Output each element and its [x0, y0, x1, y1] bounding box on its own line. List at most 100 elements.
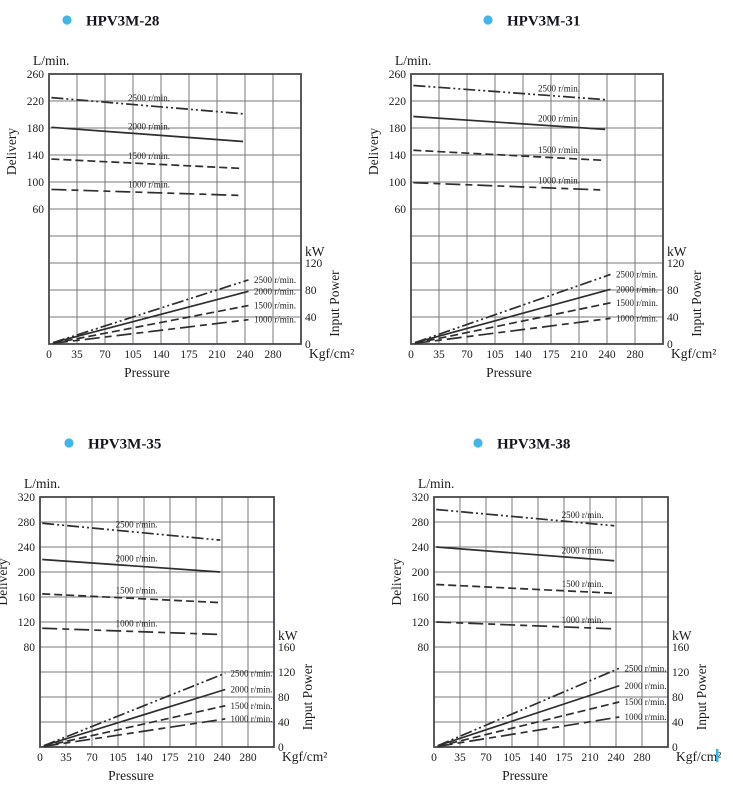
- pressure-tick-label: 210: [208, 349, 226, 361]
- power-curve: [52, 304, 249, 345]
- power-curve: [437, 667, 620, 747]
- text-cursor-artifact: [716, 749, 719, 762]
- delivery-tick-label: 240: [412, 542, 430, 554]
- pressure-tick-label: 140: [514, 349, 532, 361]
- performance-chart: HPV3M-28 L/min.260 220 180 140 100 60 Delivery k…: [4, 14, 354, 381]
- chart-title: HPV3M-38: [497, 437, 570, 453]
- pressure-tick-label: 35: [454, 752, 466, 764]
- delivery-tick-label: 240: [18, 542, 36, 554]
- power-tick-label: 80: [667, 285, 679, 297]
- power-curve-label: 1500 r/min.: [625, 697, 667, 707]
- delivery-tick-label: 220: [389, 96, 407, 108]
- delivery-curve: [51, 96, 244, 115]
- power-curve-label: 2000 r/min.: [254, 286, 296, 296]
- power-curve: [52, 279, 249, 344]
- power-curve-label: 2500 r/min.: [254, 275, 296, 285]
- delivery-axis-label: Delivery: [366, 128, 381, 175]
- power-tick-label: 0: [672, 742, 678, 754]
- pressure-tick-label: 140: [135, 752, 153, 764]
- pressure-tick-label: 0: [46, 349, 52, 361]
- pressure-tick-label: 0: [408, 349, 414, 361]
- power-curve-label: 1000 r/min.: [616, 313, 658, 323]
- delivery-tick-label: 180: [27, 123, 45, 135]
- delivery-tick-label: 320: [18, 492, 36, 504]
- plot-border: [410, 73, 664, 345]
- pressure-tick-label: 70: [99, 349, 111, 361]
- delivery-curve-label: 1000 r/min.: [116, 619, 158, 629]
- plot-border: [48, 73, 302, 345]
- pressure-tick-label: 35: [60, 752, 72, 764]
- delivery-curve-label: 1000 r/min.: [562, 615, 604, 625]
- pressure-tick-label: 175: [161, 752, 179, 764]
- pressure-tick-label: 0: [431, 752, 437, 764]
- delivery-curve: [42, 522, 221, 541]
- pressure-tick-label: 240: [236, 349, 254, 361]
- delivery-curve: [436, 583, 615, 595]
- delivery-curve: [51, 188, 244, 197]
- delivery-curve-label: 2000 r/min.: [562, 546, 604, 556]
- power-curve-label: 2500 r/min.: [625, 663, 667, 673]
- pressure-tick-label: 140: [529, 752, 547, 764]
- pressure-tick-label: 70: [86, 752, 98, 764]
- grid: [433, 496, 669, 748]
- power-curve-label: 1500 r/min.: [254, 301, 296, 311]
- delivery-curve: [51, 126, 244, 143]
- power-unit-label: kW: [305, 244, 325, 259]
- pressure-unit-label: Kgf/cm²: [309, 346, 354, 361]
- power-axis-label: Input Power: [300, 663, 315, 730]
- plot-border: [433, 496, 669, 748]
- power-tick-label: 120: [278, 667, 296, 679]
- pressure-tick-label: 280: [633, 752, 651, 764]
- power-tick-label: 80: [305, 285, 317, 297]
- delivery-curve-label: 1500 r/min.: [562, 579, 604, 589]
- pressure-tick-label: 240: [598, 349, 616, 361]
- power-tick-label: 40: [305, 312, 317, 324]
- pressure-tick-label: 35: [433, 349, 445, 361]
- pressure-tick-label: 280: [626, 349, 644, 361]
- performance-chart: HPV3M-38 L/min.320 280 240 200 160 120 80 Delive…: [389, 437, 721, 784]
- pressure-tick-label: 105: [124, 349, 142, 361]
- delivery-tick-label: 80: [418, 642, 430, 654]
- delivery-curve-label: 1000 r/min.: [128, 180, 170, 190]
- delivery-tick-label: 120: [18, 617, 36, 629]
- delivery-curve-label: 1500 r/min.: [128, 151, 170, 161]
- delivery-tick-label: 200: [18, 567, 36, 579]
- chart-block-hpv3m-31: HPV3M-31 L/min. 260 220 180 140 100 60 Delivery k…: [366, 0, 733, 397]
- delivery-tick-label: 60: [33, 204, 45, 216]
- power-curve-label: 1500 r/min.: [231, 701, 273, 711]
- delivery-tick-label: 100: [27, 177, 45, 189]
- delivery-curve-label: 1000 r/min.: [538, 175, 580, 185]
- pressure-unit-label: Kgf/cm²: [282, 749, 327, 764]
- pressure-tick-label: 105: [503, 752, 521, 764]
- delivery-axis-label: Delivery: [4, 128, 19, 175]
- power-curve: [437, 684, 620, 747]
- delivery-curve: [413, 115, 606, 131]
- pressure-tick-label: 70: [461, 349, 473, 361]
- power-curve: [414, 273, 611, 344]
- power-tick-label: 80: [672, 692, 684, 704]
- pressure-axis-label: Pressure: [486, 365, 532, 380]
- delivery-tick-label: 160: [18, 592, 36, 604]
- delivery-curve: [51, 158, 244, 170]
- pressure-tick-label: 240: [213, 752, 231, 764]
- power-curve-label: 2000 r/min.: [231, 685, 273, 695]
- delivery-tick-label: 280: [18, 517, 36, 529]
- power-curve: [43, 672, 226, 747]
- power-tick-label: 120: [305, 258, 323, 270]
- pressure-tick-label: 175: [555, 752, 573, 764]
- power-curve-label: 2500 r/min.: [231, 668, 273, 678]
- power-curve-label: 2000 r/min.: [616, 284, 658, 294]
- title-bullet-icon: [473, 438, 483, 448]
- pressure-tick-label: 210: [581, 752, 599, 764]
- delivery-unit-label: L/min.: [395, 53, 431, 68]
- power-unit-label: kW: [278, 628, 298, 643]
- delivery-tick-label: 260: [27, 69, 45, 81]
- pressure-tick-label: 105: [486, 349, 504, 361]
- performance-chart: HPV3M-31 L/min.260 220 180 140 100 60 Delivery k…: [366, 14, 716, 381]
- delivery-unit-label: L/min.: [24, 476, 60, 491]
- pressure-tick-label: 240: [607, 752, 625, 764]
- delivery-tick-label: 220: [27, 96, 45, 108]
- delivery-unit-label: L/min.: [418, 476, 454, 491]
- delivery-tick-label: 140: [389, 150, 407, 162]
